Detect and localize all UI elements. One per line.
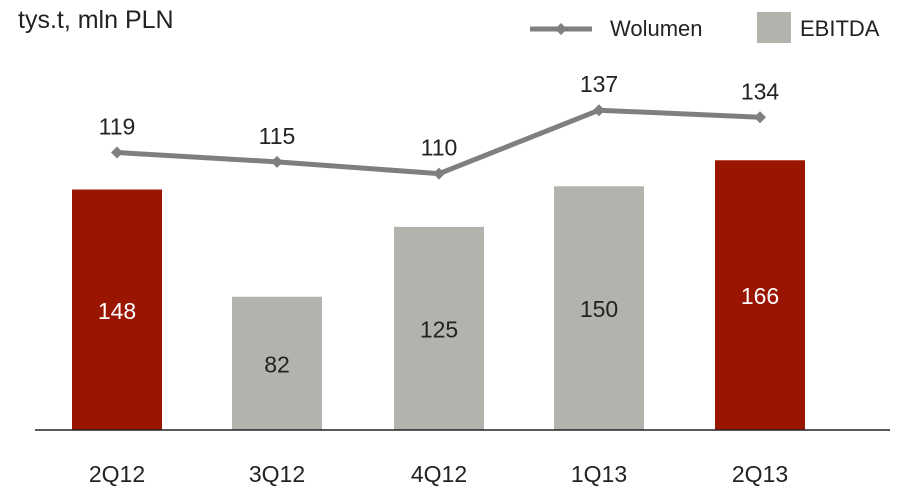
wolumen-point (593, 104, 605, 117)
bar-value-label: 82 (264, 351, 290, 377)
legend-ebitda-label: EBITDA (800, 16, 880, 41)
category-label: 3Q12 (249, 461, 305, 487)
bar-4Q12 (394, 226, 484, 430)
unit-label: tys.t, mln PLN (18, 6, 174, 34)
wolumen-point (433, 167, 445, 180)
wolumen-point (754, 111, 766, 124)
wolumen-value-label: 134 (741, 78, 780, 104)
bar-3Q12 (232, 296, 322, 430)
legend-wolumen-label: Wolumen (610, 16, 703, 41)
labels-group: 148 2Q12 82 3Q12 125 4Q12 150 1Q13 166 2Q13 119 115… (89, 71, 788, 487)
category-label: 2Q12 (89, 461, 145, 487)
bar-2Q12 (72, 189, 162, 430)
legend-ebitda-swatch (757, 12, 791, 43)
wolumen-value-label: 137 (580, 71, 618, 97)
category-label: 2Q13 (732, 461, 788, 487)
wolumen-value-label: 115 (259, 123, 296, 149)
bar-1Q13 (554, 186, 644, 430)
wolumen-value-label: 119 (99, 114, 136, 140)
category-label: 4Q12 (411, 461, 467, 487)
bar-value-label: 166 (741, 283, 779, 309)
bar-value-label: 148 (98, 298, 136, 324)
wolumen-line-group (111, 104, 766, 180)
wolumen-point (271, 155, 283, 168)
category-label: 1Q13 (571, 461, 627, 487)
bar-2Q13 (715, 160, 805, 430)
bar-value-label: 125 (420, 316, 458, 342)
bar-value-label: 150 (580, 296, 618, 322)
wolumen-value-label: 110 (421, 135, 458, 161)
bars-group (72, 160, 805, 430)
wolumen-point (111, 146, 123, 159)
legend-wolumen-swatch (530, 23, 592, 35)
